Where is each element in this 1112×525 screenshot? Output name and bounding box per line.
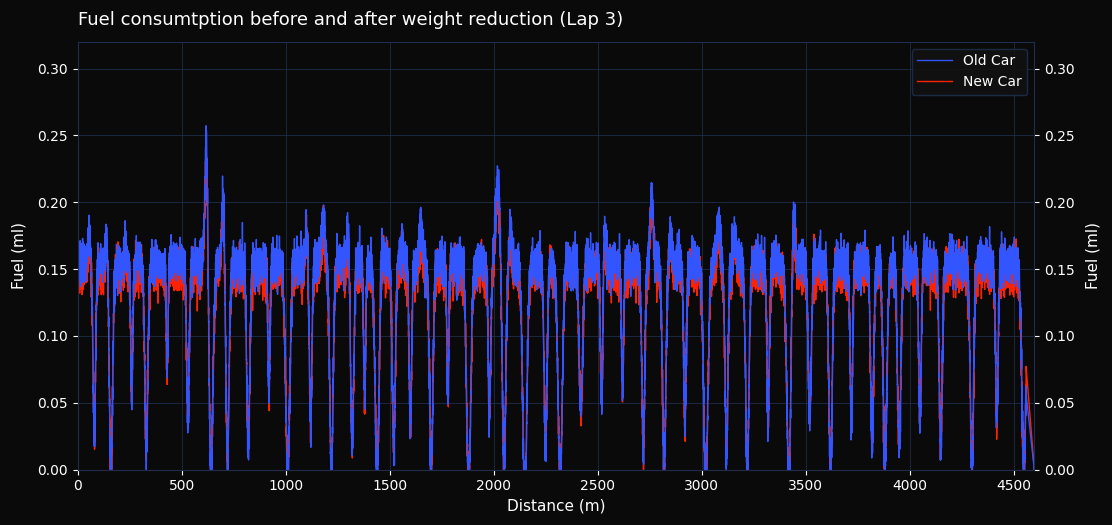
Line: New Car: New Car bbox=[78, 144, 1034, 469]
Y-axis label: Fuel (ml): Fuel (ml) bbox=[1086, 222, 1101, 289]
Old Car bbox=[254, 260, 267, 266]
New Car bbox=[199, 141, 212, 148]
New Car bbox=[278, 334, 291, 340]
New Car bbox=[254, 274, 267, 280]
Old Car bbox=[71, 241, 85, 247]
Old Car bbox=[199, 122, 212, 129]
New Car bbox=[214, 243, 227, 249]
Old Car bbox=[861, 279, 874, 286]
Old Car bbox=[103, 466, 117, 472]
New Car bbox=[1027, 466, 1041, 472]
X-axis label: Distance (m): Distance (m) bbox=[507, 499, 605, 514]
Old Car bbox=[214, 248, 227, 255]
Line: Old Car: Old Car bbox=[78, 125, 1034, 469]
New Car bbox=[861, 282, 874, 289]
Old Car bbox=[278, 312, 291, 319]
New Car bbox=[103, 466, 117, 472]
New Car bbox=[71, 269, 85, 275]
Text: Fuel consumtption before and after weight reduction (Lap 3): Fuel consumtption before and after weigh… bbox=[78, 11, 623, 29]
New Car bbox=[153, 274, 167, 280]
Legend: Old Car, New Car: Old Car, New Car bbox=[912, 49, 1027, 95]
New Car bbox=[187, 271, 200, 278]
Old Car bbox=[1027, 466, 1041, 472]
Old Car bbox=[153, 265, 167, 271]
Y-axis label: Fuel (ml): Fuel (ml) bbox=[11, 222, 26, 289]
Old Car bbox=[187, 261, 200, 267]
